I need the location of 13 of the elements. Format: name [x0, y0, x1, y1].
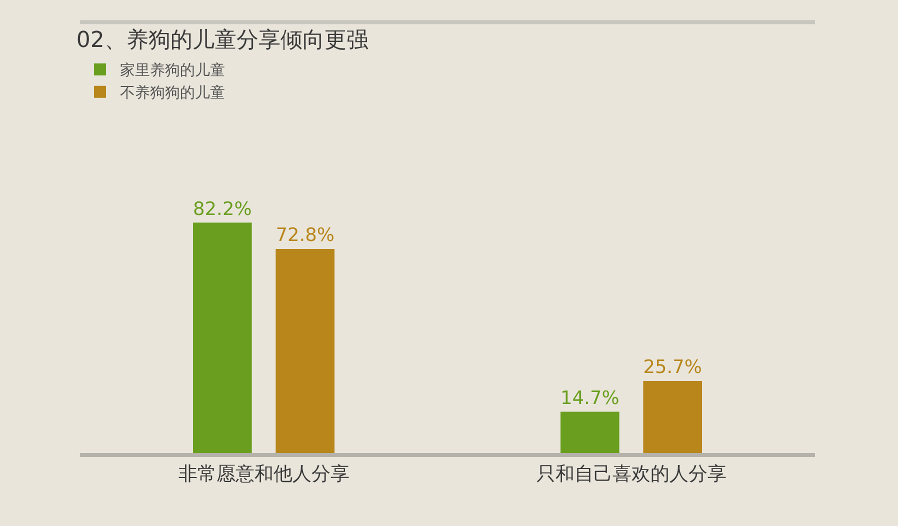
bar — [560, 412, 620, 453]
bar — [193, 222, 252, 453]
bar — [276, 248, 334, 453]
data-label: 72.8% — [276, 225, 334, 246]
x-tick-label: 只和自己喜欢的人分享 — [536, 462, 726, 485]
legend-label: 家里养狗的儿童 — [120, 61, 225, 80]
data-label: 14.7% — [560, 388, 620, 409]
legend-label: 不养狗狗的儿童 — [120, 84, 225, 102]
chart-title: 02、养狗的儿童分享倾向更强 — [76, 28, 368, 53]
data-label: 82.2% — [193, 198, 252, 220]
bar — [643, 380, 702, 453]
x-tick-label: 非常愿意和他人分享 — [178, 462, 350, 485]
data-label: 25.7% — [643, 357, 702, 378]
